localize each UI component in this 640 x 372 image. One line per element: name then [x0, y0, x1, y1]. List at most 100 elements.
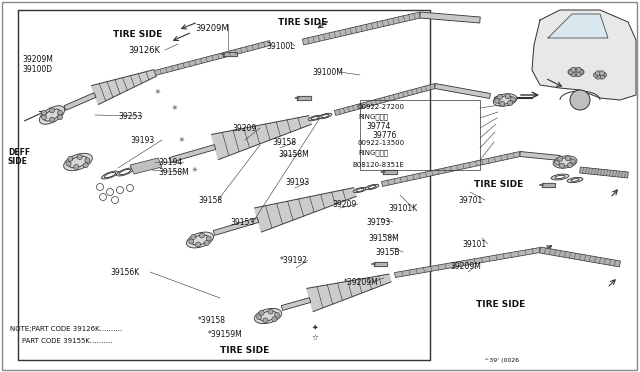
Text: 39158M: 39158M	[158, 168, 189, 177]
Polygon shape	[374, 262, 387, 266]
Circle shape	[571, 72, 576, 77]
Ellipse shape	[119, 169, 131, 175]
Circle shape	[85, 158, 90, 163]
Ellipse shape	[311, 116, 319, 119]
Polygon shape	[435, 84, 490, 99]
Circle shape	[58, 115, 63, 120]
Polygon shape	[383, 170, 397, 174]
Polygon shape	[130, 158, 162, 174]
Text: *39209M: *39209M	[344, 278, 379, 287]
Ellipse shape	[295, 97, 299, 99]
Text: ✳: ✳	[155, 89, 161, 95]
Circle shape	[595, 74, 600, 79]
Polygon shape	[297, 96, 311, 100]
Text: TIRE SIDE: TIRE SIDE	[113, 30, 163, 39]
Circle shape	[593, 73, 598, 77]
Polygon shape	[548, 14, 608, 38]
Polygon shape	[540, 247, 621, 267]
Polygon shape	[213, 218, 259, 235]
Ellipse shape	[259, 311, 277, 321]
Text: DEFF: DEFF	[8, 148, 30, 157]
Circle shape	[206, 236, 211, 241]
Circle shape	[510, 97, 515, 102]
Text: 39100L: 39100L	[266, 42, 294, 51]
Polygon shape	[520, 151, 560, 160]
Ellipse shape	[570, 90, 590, 110]
Text: 00922-27200: 00922-27200	[358, 104, 405, 110]
Circle shape	[68, 156, 73, 161]
Ellipse shape	[102, 171, 118, 179]
Circle shape	[495, 98, 500, 103]
Polygon shape	[307, 274, 391, 312]
Text: TIRE SIDE: TIRE SIDE	[476, 300, 525, 309]
Circle shape	[191, 234, 196, 240]
Text: 39209M: 39209M	[450, 262, 481, 271]
Ellipse shape	[356, 189, 364, 192]
Text: ☆: ☆	[312, 334, 319, 343]
Text: 39209M: 39209M	[195, 24, 228, 33]
Text: RINGリング: RINGリング	[358, 149, 388, 155]
Polygon shape	[64, 93, 96, 110]
Polygon shape	[211, 116, 311, 160]
Circle shape	[42, 115, 47, 120]
Circle shape	[196, 242, 200, 247]
Text: TIRE SIDE: TIRE SIDE	[278, 18, 327, 27]
Text: ✳: ✳	[172, 105, 178, 111]
Circle shape	[257, 315, 262, 320]
Polygon shape	[223, 52, 237, 56]
Circle shape	[595, 71, 600, 76]
Circle shape	[200, 233, 204, 238]
Text: 39194: 39194	[158, 158, 182, 167]
Text: 39100M: 39100M	[312, 68, 343, 77]
Text: 39158: 39158	[272, 138, 296, 147]
Circle shape	[263, 318, 268, 323]
Text: 39126K: 39126K	[128, 46, 160, 55]
Circle shape	[600, 71, 605, 76]
Circle shape	[77, 155, 82, 160]
Text: ✳: ✳	[179, 137, 185, 143]
Ellipse shape	[571, 70, 581, 74]
Circle shape	[268, 309, 273, 314]
Circle shape	[579, 70, 584, 74]
Text: 39153: 39153	[230, 218, 254, 227]
Circle shape	[497, 94, 502, 99]
Text: B08120-8351E: B08120-8351E	[352, 162, 404, 168]
Text: NOTE;PART CODE 39126K..........: NOTE;PART CODE 39126K..........	[10, 326, 122, 332]
Circle shape	[508, 100, 513, 106]
Polygon shape	[395, 247, 540, 278]
Text: 3915B: 3915B	[375, 248, 399, 257]
Polygon shape	[541, 183, 554, 187]
Circle shape	[571, 67, 576, 72]
Text: 00922-13500: 00922-13500	[358, 140, 405, 146]
Ellipse shape	[594, 72, 606, 78]
Ellipse shape	[191, 235, 209, 245]
Circle shape	[275, 312, 280, 317]
Ellipse shape	[186, 232, 214, 248]
Circle shape	[74, 164, 79, 169]
Ellipse shape	[40, 106, 65, 124]
Ellipse shape	[321, 115, 329, 118]
Text: 39193: 39193	[285, 178, 309, 187]
Ellipse shape	[116, 168, 134, 176]
Ellipse shape	[567, 177, 583, 183]
Text: 39100D: 39100D	[22, 65, 52, 74]
Circle shape	[272, 317, 277, 322]
Circle shape	[505, 94, 510, 99]
Circle shape	[600, 74, 605, 79]
Ellipse shape	[596, 73, 604, 77]
Text: 39209: 39209	[332, 200, 356, 209]
Polygon shape	[302, 12, 420, 45]
Text: 39701: 39701	[458, 196, 483, 205]
Ellipse shape	[553, 156, 577, 168]
Text: 39158M: 39158M	[278, 150, 308, 159]
Circle shape	[568, 163, 572, 168]
Bar	[360, 100, 480, 170]
Text: PART CODE 39155K..........: PART CODE 39155K..........	[22, 338, 113, 344]
Ellipse shape	[221, 53, 225, 55]
Polygon shape	[381, 151, 520, 186]
Ellipse shape	[371, 263, 376, 265]
Ellipse shape	[308, 115, 322, 121]
Text: SIDE: SIDE	[8, 157, 28, 166]
Polygon shape	[255, 188, 356, 232]
Text: *39192: *39192	[280, 256, 308, 265]
